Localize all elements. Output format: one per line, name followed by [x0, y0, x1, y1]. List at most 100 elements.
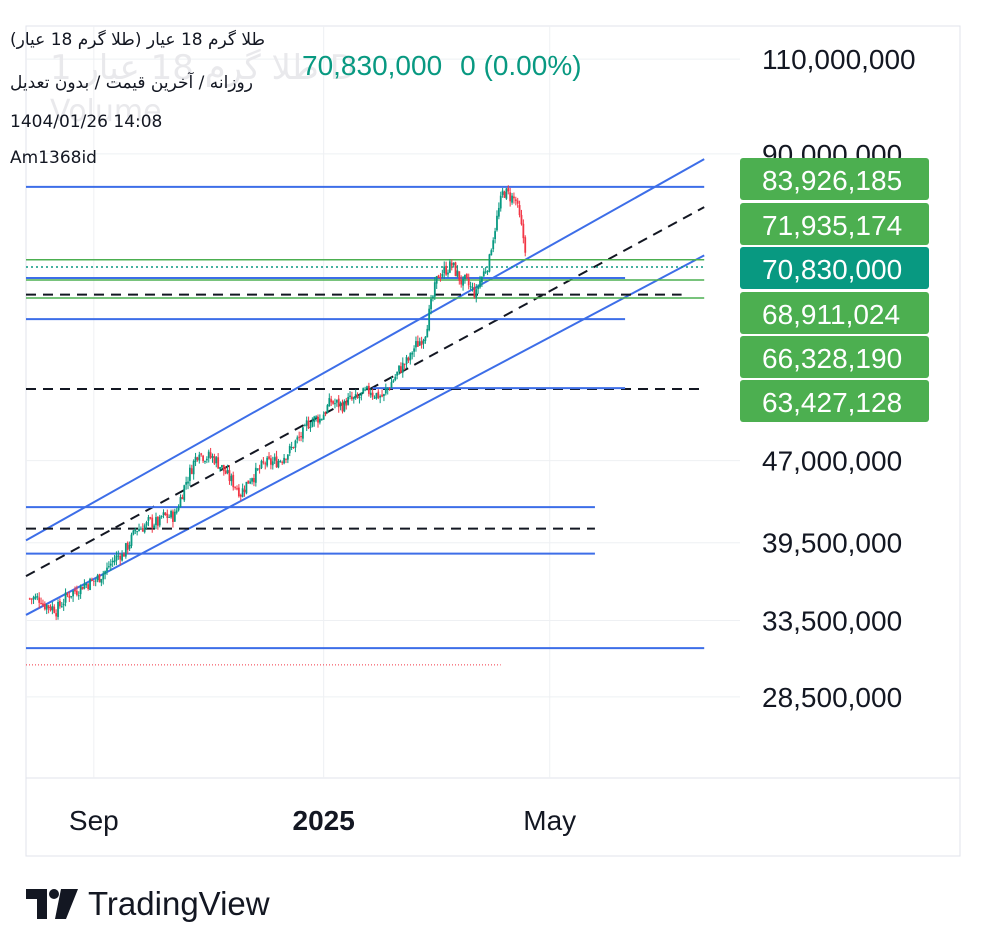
candle-body	[53, 606, 56, 613]
candle-body	[124, 543, 127, 557]
candle-body	[399, 366, 402, 373]
channel-lower-line[interactable]	[25, 254, 705, 616]
time-tick-label: 2025	[293, 805, 355, 836]
candle-body	[268, 456, 270, 459]
candle-body	[520, 214, 523, 225]
candle-body	[40, 602, 42, 604]
candle-body	[473, 287, 476, 298]
candle-body	[337, 398, 340, 408]
time-axis[interactable]: Sep 2025 May	[69, 805, 576, 836]
candle-body	[428, 308, 431, 331]
candle-body	[266, 457, 269, 466]
candle-body	[226, 469, 229, 473]
candle-body	[396, 371, 399, 376]
candle-body	[128, 544, 131, 549]
candle-body	[234, 486, 237, 488]
candle-body	[270, 458, 272, 465]
candle-body	[464, 274, 466, 279]
candle-body	[509, 192, 512, 202]
price-tick-label: 110,000,000	[762, 44, 916, 75]
price-tick-label: 47,000,000	[762, 446, 902, 477]
candle-body	[190, 468, 193, 474]
chart-settings: روزانه / آخرین قیمت / بدون تعدیل	[10, 73, 253, 93]
candle-body	[123, 553, 125, 557]
candle-body	[288, 446, 291, 454]
symbol-title[interactable]: (طلا گرم 18 عیار (طلا گرم 18 عیار	[10, 30, 266, 50]
candle-body	[217, 457, 220, 469]
candle-body	[462, 278, 464, 286]
candle-body	[134, 529, 137, 532]
candle-body	[294, 440, 297, 448]
candle-body	[437, 275, 440, 279]
candle-body	[377, 391, 380, 399]
candle-body	[501, 190, 504, 195]
candle-body	[275, 456, 278, 468]
candle-body	[245, 481, 248, 494]
candle-body	[236, 488, 238, 490]
candle-body	[497, 207, 500, 217]
candle-body	[332, 401, 334, 404]
candle-body	[74, 589, 76, 592]
candle-body	[194, 456, 197, 463]
candle-body	[381, 394, 383, 397]
candle-body	[100, 578, 103, 583]
price-axis[interactable]: 110,000,00090,000,00047,000,00039,500,00…	[762, 44, 916, 713]
candle-body	[115, 555, 118, 561]
candle-body	[140, 528, 142, 530]
candle-body	[433, 282, 436, 297]
candle-body	[341, 402, 344, 412]
candle-body	[367, 385, 370, 394]
candle-body	[418, 341, 421, 346]
candles-layer	[28, 185, 527, 621]
candle-body	[207, 451, 210, 459]
price-labels: 83,926,185 71,935,174 70,830,000 68,911,024…	[740, 158, 929, 422]
candle-body	[305, 420, 308, 426]
candle-body	[45, 604, 48, 610]
channel-upper-line[interactable]	[25, 158, 705, 542]
price-label-value: 66,328,190	[762, 343, 902, 374]
candle-body	[196, 457, 199, 460]
candle-body	[356, 394, 359, 398]
candle-body	[173, 511, 176, 522]
candle-body	[32, 597, 35, 600]
candle-body	[230, 475, 233, 482]
price-tick-label: 33,500,000	[762, 606, 902, 637]
candle-body	[83, 583, 86, 589]
author-name[interactable]: Am1368id	[10, 148, 97, 168]
channel-median-line[interactable]	[25, 206, 705, 578]
candle-body	[471, 287, 474, 289]
tradingview-logo-icon	[26, 889, 78, 919]
candle-body	[334, 403, 336, 405]
candle-body	[141, 528, 144, 532]
candle-body	[345, 401, 348, 406]
drawings-layer[interactable]	[25, 158, 705, 666]
candle-body	[439, 277, 442, 279]
tradingview-logo[interactable]: TradingView	[26, 884, 270, 924]
candle-body	[435, 276, 438, 284]
price-label-value: 71,935,174	[762, 210, 902, 241]
candle-body	[232, 474, 235, 488]
candle-body	[441, 273, 444, 277]
candle-body	[360, 392, 363, 396]
candle-body	[362, 388, 365, 394]
candle-body	[447, 272, 449, 275]
candle-body	[409, 353, 412, 361]
candle-body	[185, 482, 188, 485]
candle-body	[379, 396, 382, 398]
candle-body	[251, 478, 253, 482]
candle-body	[42, 603, 44, 606]
candle-body	[394, 376, 397, 381]
time-tick-label: Sep	[69, 805, 119, 836]
candle-body	[303, 425, 306, 427]
candle-body	[181, 497, 184, 500]
candle-body	[177, 507, 180, 511]
price-label-box	[740, 336, 929, 378]
candle-body	[109, 563, 112, 566]
tradingview-logo-text: TradingView	[88, 885, 270, 922]
candle-body	[96, 575, 99, 581]
candle-body	[70, 596, 73, 598]
candle-body	[467, 278, 470, 286]
candle-body	[424, 336, 427, 341]
candle-body	[224, 470, 227, 474]
